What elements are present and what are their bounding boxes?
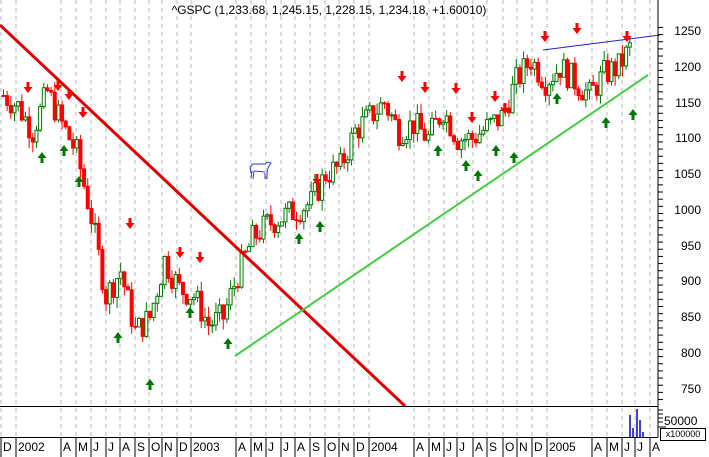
- x-tick-label: 2005: [549, 440, 576, 454]
- x-tick-label: J: [637, 440, 643, 454]
- x-tick-label: M: [431, 440, 441, 454]
- y-tick-label: 1150: [675, 95, 701, 110]
- x-tick-label: A: [63, 440, 72, 454]
- x-tick-label: O: [505, 440, 515, 454]
- volume-bars: [629, 409, 644, 437]
- y-tick-label: 850: [680, 310, 701, 325]
- x-tick-label: J: [93, 440, 99, 454]
- x-tick-label: M: [253, 440, 263, 454]
- y-tick-label: 1250: [674, 24, 701, 38]
- x-tick-label: 2004: [371, 440, 398, 454]
- chart-title: ^GSPC (1,233.68, 1,245.15, 1,228.15, 1,2…: [171, 3, 487, 17]
- x-tick-label: D: [356, 440, 365, 454]
- x-tick-label: A: [652, 440, 661, 454]
- y-tick-label: 800: [680, 346, 701, 361]
- x-tick-label: S: [312, 440, 321, 454]
- x-tick-label: A: [416, 440, 425, 454]
- y-tick-label: 900: [680, 274, 701, 289]
- x-tick-label: A: [297, 440, 306, 454]
- x-tick-label: D: [179, 440, 188, 454]
- x-tick-label: S: [137, 440, 146, 454]
- y-tick-label: 1100: [675, 131, 701, 146]
- bull-icon: [249, 161, 272, 180]
- candles: [1, 36, 632, 343]
- x-tick-label: M: [78, 440, 88, 454]
- signal-arrows: [23, 23, 638, 390]
- x-tick-label: A: [594, 440, 603, 454]
- x-tick-label: J: [459, 440, 465, 454]
- y-tick-label: 750: [680, 381, 701, 396]
- x-tick-label: O: [327, 440, 337, 454]
- x-tick-label: 2002: [18, 440, 45, 454]
- x-tick-label: J: [268, 440, 274, 454]
- volume-multiplier-label: x100000: [660, 428, 706, 441]
- x-tick-label: J: [446, 440, 452, 454]
- x-tick-label: M: [609, 440, 619, 454]
- y-tick-label: 1000: [674, 202, 701, 217]
- x-tick-label: J: [108, 440, 114, 454]
- x-tick-label: D: [534, 440, 543, 454]
- volume-tick-label: 50000: [664, 414, 698, 428]
- trendlines: [0, 23, 661, 408]
- y-tick-label: 1050: [674, 167, 701, 182]
- x-tick-label: 2003: [193, 440, 220, 454]
- x-tick-label: S: [489, 440, 498, 454]
- x-tick-label: A: [122, 440, 131, 454]
- x-tick-label: D: [3, 440, 12, 454]
- axes-frame: [0, 0, 666, 457]
- y-tick-label: 1200: [674, 59, 701, 74]
- x-tick-label: J: [624, 440, 630, 454]
- x-tick-label: J: [283, 440, 289, 454]
- y-tick-label: 950: [680, 238, 701, 253]
- x-tick-label: N: [519, 440, 528, 454]
- x-tick-label: N: [164, 440, 173, 454]
- x-tick-label: O: [151, 440, 161, 454]
- x-tick-label: A: [475, 440, 484, 454]
- x-tick-label: N: [341, 440, 350, 454]
- x-tick-label: A: [238, 440, 247, 454]
